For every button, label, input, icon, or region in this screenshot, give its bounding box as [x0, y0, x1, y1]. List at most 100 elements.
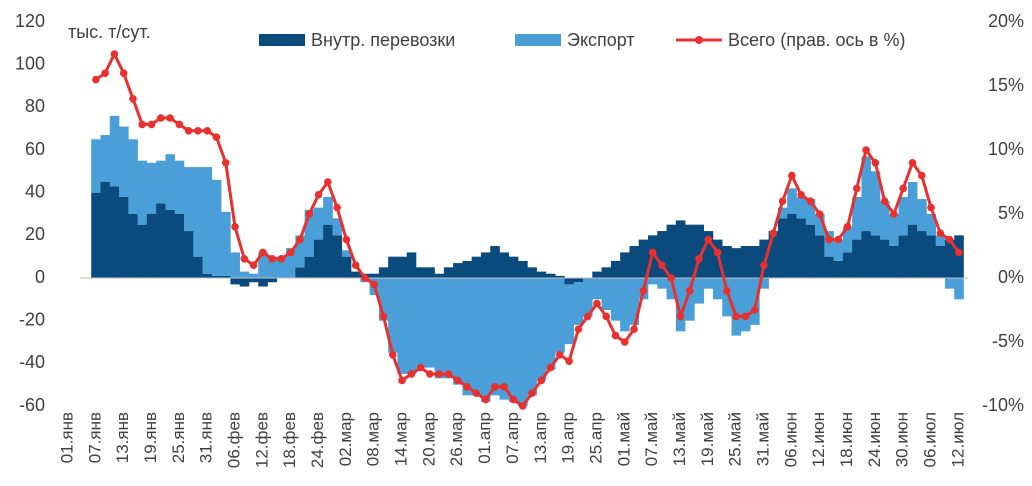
bar [648, 278, 658, 285]
line-marker [917, 171, 926, 180]
bar [397, 256, 408, 278]
line-marker [426, 370, 434, 378]
line-marker [695, 254, 703, 263]
legend-swatch [259, 34, 305, 46]
y2-tick-label: 15% [988, 75, 1024, 95]
bar [434, 273, 445, 278]
bar [397, 278, 408, 374]
bar [815, 235, 825, 278]
bar [907, 182, 918, 225]
bar [378, 278, 389, 321]
bar [221, 211, 231, 276]
bar [230, 252, 240, 278]
bar [889, 214, 899, 246]
line-marker [305, 210, 314, 218]
bar [935, 235, 946, 246]
x-tick-label: 25.май [726, 412, 745, 466]
line-marker [723, 287, 731, 295]
legend-label: Экспорт [567, 30, 635, 50]
bar [620, 252, 630, 278]
x-tick-label: 01.апр [475, 412, 494, 464]
bar [768, 231, 779, 278]
x-tick-label: 08.мар [364, 412, 383, 466]
bar [416, 278, 426, 368]
line-marker [500, 383, 508, 391]
bar [295, 267, 305, 278]
bar [499, 278, 510, 400]
bar [926, 235, 936, 278]
bar [620, 278, 630, 332]
x-tick-label: 01.янв [57, 412, 76, 463]
bar [304, 209, 315, 257]
bar [536, 271, 547, 278]
line-marker [342, 235, 351, 244]
bar [657, 278, 667, 289]
bar [601, 267, 612, 278]
bar [954, 235, 964, 278]
line-marker [509, 395, 518, 404]
bar [555, 275, 565, 278]
y2-tick-label: -10% [982, 395, 1024, 415]
bar [777, 218, 788, 278]
bar [156, 203, 166, 278]
line-marker [277, 254, 286, 263]
line-marker [853, 184, 861, 193]
bar [824, 231, 834, 257]
line-marker [518, 402, 527, 410]
bar [267, 278, 278, 283]
x-tick-label: 01.май [614, 412, 633, 466]
line-marker [778, 197, 787, 205]
bar [211, 275, 222, 278]
bar [341, 250, 352, 257]
line-marker [166, 114, 174, 122]
line-marker [648, 248, 657, 257]
bar [91, 139, 101, 193]
bar [193, 167, 203, 257]
bar [629, 278, 640, 325]
bar [323, 196, 333, 225]
y-tick-label: -20 [19, 309, 45, 329]
line-marker [212, 133, 221, 141]
line-marker [138, 120, 147, 129]
bar [211, 179, 222, 276]
bar [545, 273, 556, 278]
bar [703, 278, 714, 289]
bar [527, 267, 537, 278]
line-marker [472, 389, 481, 398]
y-tick-label: 0 [35, 267, 45, 287]
line-marker [760, 261, 768, 270]
bar [564, 278, 575, 285]
line-marker [908, 159, 917, 167]
bar [202, 167, 213, 274]
y-tick-label: 120 [15, 11, 45, 31]
bar [917, 199, 927, 232]
bar [518, 260, 528, 278]
y-axis-label: тыс. т/сут. [68, 22, 151, 42]
bar [471, 256, 482, 278]
bar [564, 284, 575, 345]
x-tick-label: 07.апр [503, 412, 522, 464]
bar [907, 224, 918, 278]
legend-swatch [515, 34, 561, 46]
x-tick-label: 06.июл [921, 412, 940, 467]
bar [508, 256, 519, 278]
bar [332, 218, 343, 236]
line-marker [286, 248, 295, 257]
y-tick-label: 60 [25, 139, 45, 159]
line-marker [825, 235, 833, 244]
x-tick-label: 25.апр [586, 412, 605, 464]
bar [629, 246, 640, 278]
bar [462, 260, 472, 278]
bar [740, 278, 751, 332]
line-marker [667, 274, 675, 282]
line-marker [639, 287, 648, 295]
line-marker [583, 312, 592, 321]
bar [351, 271, 361, 278]
y2-tick-label: 10% [988, 139, 1024, 159]
line-marker [769, 229, 778, 237]
line-marker [435, 370, 444, 378]
bar [824, 256, 834, 278]
bar [759, 278, 769, 289]
legend-swatch [695, 36, 703, 44]
bar [926, 214, 936, 236]
